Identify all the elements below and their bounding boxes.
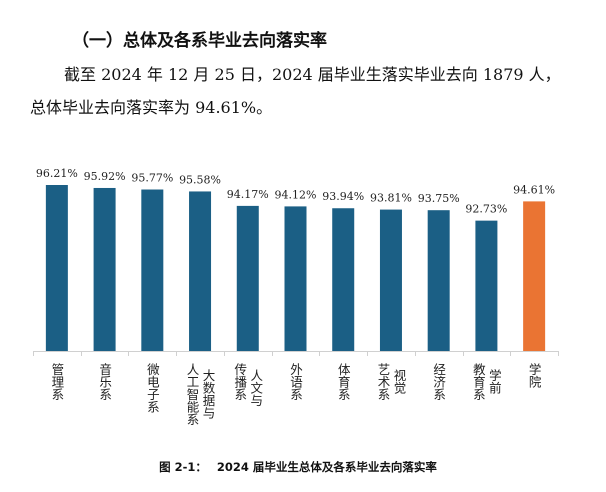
bar <box>189 191 212 351</box>
bar <box>45 185 68 351</box>
data-label: 93.81% <box>370 192 412 205</box>
category-label: 人文与 <box>248 369 263 407</box>
data-label: 93.94% <box>322 190 364 203</box>
data-label: 92.73% <box>465 203 507 216</box>
section-heading: （一）总体及各系毕业去向落实率 <box>72 31 327 51</box>
data-label: 94.17% <box>227 188 269 201</box>
category-label: 学院 <box>527 362 542 388</box>
category-label: 学前 <box>487 368 502 394</box>
paragraph-line-1: 截至 2024 年 12 月 25 日，2024 届毕业生落实毕业去向 1879… <box>64 65 561 84</box>
bar <box>141 189 164 351</box>
category-label: 音乐系 <box>97 362 112 401</box>
data-label: 94.61% <box>513 183 555 196</box>
data-label: 93.75% <box>418 192 460 205</box>
figure-caption: 图 2-1： 2024 届毕业生总体及各系毕业去向落实率 <box>0 459 606 475</box>
data-label: 95.77% <box>131 172 173 185</box>
figure-number: 图 2-1： <box>159 460 207 474</box>
category-label: 外语系 <box>288 363 303 401</box>
category-label: 大数据与 <box>201 369 216 419</box>
category-label: 教育系 <box>471 362 486 401</box>
category-label: 体育系 <box>336 363 351 401</box>
data-label: 94.12% <box>275 188 317 201</box>
bar <box>236 205 259 351</box>
bar-chart: 96.21% 管理系 95.92% 音乐系 95.77% 微电子系 95.58% 大数据与人工… <box>33 167 559 426</box>
category-label: 视觉 <box>391 368 406 395</box>
data-label: 95.58% <box>179 173 221 186</box>
bar <box>475 220 498 351</box>
figure-caption-text: 2024 届毕业生总体及各系毕业去向落实率 <box>216 460 437 474</box>
bar <box>284 206 307 351</box>
paragraph-line-2: 总体毕业去向落实率为 94.61%。 <box>30 98 273 117</box>
bar <box>427 210 450 351</box>
category-label: 管理系 <box>49 362 64 401</box>
bar <box>93 187 116 351</box>
bar <box>379 209 402 351</box>
data-label: 95.92% <box>84 170 126 183</box>
category-label: 传播系 <box>232 362 247 401</box>
category-label: 人工智能系 <box>185 363 200 426</box>
bar <box>332 208 355 351</box>
category-label: 艺术系 <box>375 363 390 401</box>
bar <box>523 201 546 351</box>
data-label: 96.21% <box>36 167 78 180</box>
category-label: 微电子系 <box>145 363 160 413</box>
category-label: 经济系 <box>431 363 446 401</box>
summary-paragraph: 截至 2024 年 12 月 25 日，2024 届毕业生落实毕业去向 1879… <box>30 58 590 124</box>
